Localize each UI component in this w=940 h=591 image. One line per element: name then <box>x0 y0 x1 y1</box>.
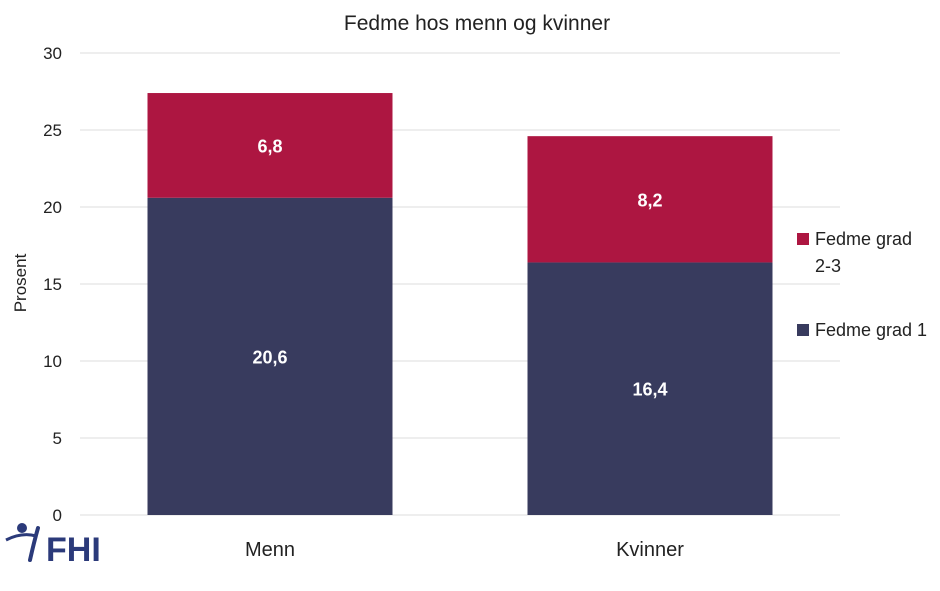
chart-title: Fedme hos menn og kvinner <box>344 12 610 35</box>
data-label: 8,2 <box>637 190 662 210</box>
y-tick-label: 5 <box>53 429 62 448</box>
data-label: 6,8 <box>257 136 282 156</box>
category-label: Menn <box>245 539 295 561</box>
legend-swatch <box>797 324 809 336</box>
bars <box>147 93 773 515</box>
category-labels: Menn Kvinner <box>245 539 684 561</box>
category-label: Kvinner <box>616 539 684 561</box>
y-axis-ticks: 0 5 10 15 20 25 30 <box>43 44 62 525</box>
bar-segment <box>147 93 393 198</box>
bar-segment <box>527 262 773 515</box>
legend-label: Fedme grad <box>815 229 912 249</box>
y-tick-label: 0 <box>53 506 62 525</box>
legend: Fedme grad 2-3 Fedme grad 1 <box>797 229 927 340</box>
y-tick-label: 15 <box>43 275 62 294</box>
legend-label: 2-3 <box>815 256 841 276</box>
legend-swatch <box>797 233 809 245</box>
y-tick-label: 25 <box>43 121 62 140</box>
legend-label: Fedme grad 1 <box>815 320 927 340</box>
fhi-logo: FHI <box>5 523 101 569</box>
data-label: 16,4 <box>632 380 667 400</box>
y-axis-label: Prosent <box>11 253 30 312</box>
bar-segment <box>147 197 393 515</box>
y-tick-label: 30 <box>43 44 62 63</box>
y-tick-label: 20 <box>43 198 62 217</box>
y-tick-label: 10 <box>43 352 62 371</box>
fhi-logo-icon <box>5 523 40 562</box>
bar-segment <box>527 136 773 263</box>
data-labels: 20,6 6,8 16,4 8,2 <box>252 136 667 399</box>
fhi-logo-text: FHI <box>46 531 101 569</box>
data-label: 20,6 <box>252 347 287 367</box>
